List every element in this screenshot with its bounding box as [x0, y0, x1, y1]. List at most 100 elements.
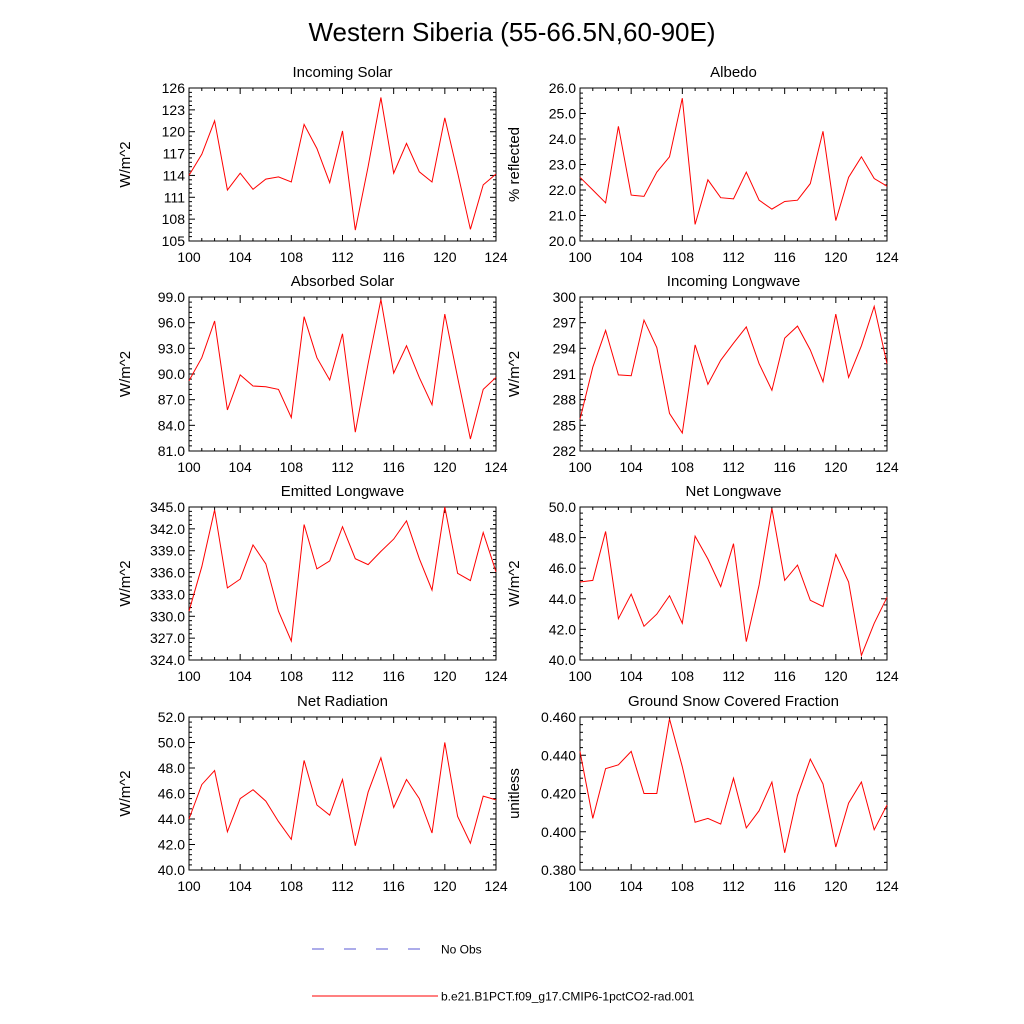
y-axis-label: unitless	[506, 768, 523, 819]
x-tick-label: 104	[619, 459, 643, 475]
plot-frame	[579, 716, 888, 871]
x-tick-label: 100	[177, 668, 201, 684]
y-tick-label: 46.0	[549, 560, 576, 576]
y-tick-label: 25.0	[549, 106, 576, 122]
y-tick-label: 20.0	[549, 233, 576, 249]
y-tick-label: 0.460	[541, 709, 576, 725]
y-tick-label: 111	[164, 189, 185, 205]
plot-frame	[579, 506, 888, 661]
y-tick-label: 291	[553, 366, 577, 382]
x-tick-label: 108	[280, 459, 304, 475]
y-axis-label: W/m^2	[117, 351, 134, 397]
x-tick-label: 120	[433, 459, 457, 475]
y-axis-label: W/m^2	[117, 560, 134, 606]
panel-title: Absorbed Solar	[291, 273, 394, 290]
y-tick-label: 90.0	[158, 366, 185, 382]
x-tick-label: 116	[774, 668, 797, 684]
series-line	[188, 299, 497, 440]
panel-albedo: 20.0 21.0 22.0 23.0 24.0 25.0 26.0 100 104 108 112…	[506, 64, 899, 265]
y-tick-label: 44.0	[158, 811, 185, 827]
x-tick-label: 120	[433, 878, 457, 894]
x-tick-label: 120	[824, 459, 848, 475]
series-line	[579, 98, 888, 225]
x-tick-label: 112	[722, 878, 745, 894]
y-tick-label: 26.0	[549, 80, 576, 96]
series-line	[579, 304, 888, 435]
y-tick-label: 297	[553, 315, 577, 331]
x-tick-label: 104	[619, 668, 643, 684]
panel-title: Albedo	[710, 64, 757, 81]
plot-frame	[188, 87, 497, 242]
legend-label-model: b.e21.B1PCT.f09_g17.CMIP6-1pctCO2-rad.00…	[441, 990, 695, 1004]
y-tick-label: 327.0	[150, 630, 185, 646]
y-tick-label: 87.0	[158, 392, 185, 408]
panel-ground-snow-covered-fraction: 0.380 0.400 0.420 0.440 0.460 100 104 108 112 116…	[506, 693, 899, 894]
x-tick-label: 112	[722, 459, 745, 475]
y-tick-label: 84.0	[158, 417, 185, 433]
legend-label-no-obs: No Obs	[441, 943, 482, 957]
y-axis-label: W/m^2	[506, 560, 523, 606]
x-tick-label: 120	[433, 249, 457, 265]
plot-frame	[579, 87, 888, 242]
legend: No Obs b.e21.B1PCT.f09_g17.CMIP6-1pctCO2…	[312, 943, 695, 1004]
y-tick-label: 99.0	[158, 289, 185, 305]
y-tick-label: 339.0	[150, 543, 185, 559]
y-tick-label: 126	[162, 80, 186, 96]
x-tick-label: 112	[722, 668, 745, 684]
x-tick-label: 108	[671, 459, 695, 475]
series-line	[579, 718, 888, 853]
y-tick-label: 50.0	[158, 735, 185, 751]
panel-incoming-longwave: 282 285 288 291 294 297 300 100 104 108 112 116 120 1…	[506, 273, 899, 475]
x-tick-label: 100	[568, 668, 592, 684]
x-tick-label: 124	[484, 668, 508, 684]
y-tick-label: 24.0	[549, 131, 576, 147]
x-tick-label: 100	[177, 878, 201, 894]
x-tick-label: 100	[568, 459, 592, 475]
y-tick-label: 114	[163, 167, 186, 183]
x-tick-label: 108	[280, 878, 304, 894]
panel-emitted-longwave: 324.0 327.0 330.0 333.0 336.0 339.0 342.0 345.0…	[117, 483, 508, 684]
x-tick-label: 116	[383, 459, 406, 475]
panel-net-longwave: 40.0 42.0 44.0 46.0 48.0 50.0 100 104 108 112 116 1…	[506, 483, 899, 684]
x-tick-label: 124	[484, 878, 508, 894]
x-tick-label: 104	[228, 249, 252, 265]
panels-group: 105 108 111 114 117 120 123 126 100 104 108 112 116 1…	[117, 64, 899, 894]
x-tick-label: 112	[331, 249, 354, 265]
x-tick-label: 124	[484, 459, 508, 475]
panel-absorbed-solar: 81.0 84.0 87.0 90.0 93.0 96.0 99.0 100 104 108 112…	[117, 273, 508, 475]
y-tick-label: 285	[553, 417, 577, 433]
panel-title: Emitted Longwave	[281, 483, 404, 500]
x-tick-label: 108	[280, 249, 304, 265]
panel-title: Incoming Longwave	[667, 273, 800, 290]
y-tick-label: 108	[162, 211, 186, 227]
series-line	[188, 742, 497, 846]
series-line	[188, 506, 497, 644]
y-tick-label: 330.0	[150, 608, 185, 624]
panel-net-radiation: 40.0 42.0 44.0 46.0 48.0 50.0 52.0 100 104 108 112…	[117, 693, 508, 894]
y-tick-label: 0.400	[541, 824, 576, 840]
x-tick-label: 100	[568, 878, 592, 894]
x-tick-label: 108	[671, 249, 695, 265]
x-tick-label: 120	[824, 668, 848, 684]
x-tick-label: 124	[875, 249, 899, 265]
y-tick-label: 48.0	[549, 530, 576, 546]
y-tick-label: 342.0	[150, 521, 185, 537]
y-tick-label: 22.0	[549, 182, 576, 198]
y-tick-label: 105	[162, 233, 186, 249]
panel-title: Net Radiation	[297, 693, 388, 710]
x-tick-label: 108	[671, 668, 695, 684]
panel-title: Ground Snow Covered Fraction	[628, 693, 839, 710]
y-tick-label: 48.0	[158, 760, 185, 776]
y-tick-label: 52.0	[158, 709, 185, 725]
series-line	[188, 97, 497, 231]
panel-title: Incoming Solar	[292, 64, 392, 81]
x-tick-label: 100	[568, 249, 592, 265]
y-tick-label: 40.0	[158, 862, 185, 878]
x-tick-label: 124	[875, 878, 899, 894]
y-tick-label: 120	[162, 124, 186, 140]
x-tick-label: 108	[671, 878, 695, 894]
x-tick-label: 116	[774, 459, 797, 475]
x-tick-label: 116	[774, 249, 797, 265]
x-tick-label: 112	[331, 878, 354, 894]
y-tick-label: 0.440	[541, 747, 576, 763]
